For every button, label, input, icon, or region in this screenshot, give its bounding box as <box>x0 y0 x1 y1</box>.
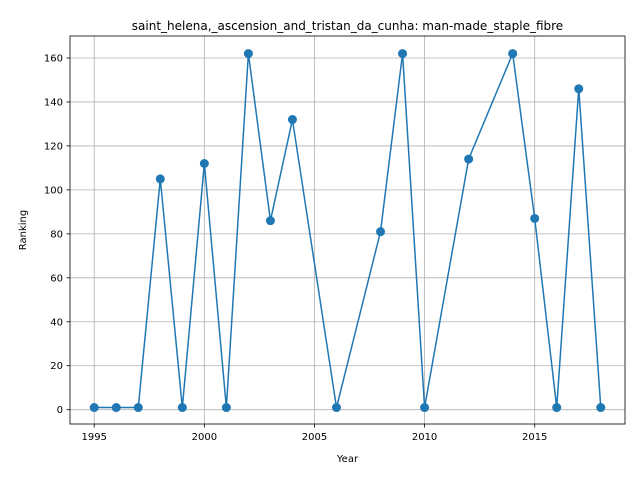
data-point <box>287 115 297 125</box>
x-tick-label: 2015 <box>522 432 547 443</box>
data-point <box>552 403 562 413</box>
x-tick-label: 2000 <box>192 432 217 443</box>
chart-title: saint_helena,_ascension_and_tristan_da_c… <box>132 19 563 33</box>
axes-frame <box>69 35 626 425</box>
data-point <box>221 403 231 413</box>
gridlines <box>70 36 625 424</box>
x-tick-label: 2010 <box>412 432 437 443</box>
axis-ticks: 1995 2000 2005 2010 2015 0 20 40 60 80 100 120 140 16… <box>44 53 548 443</box>
y-tick-label: 140 <box>44 97 63 108</box>
y-axis-label: Ranking <box>18 210 29 250</box>
data-point <box>177 403 187 413</box>
y-tick-label: 0 <box>57 405 63 416</box>
data-point <box>111 403 121 413</box>
x-axis-label: Year <box>336 454 359 465</box>
data-point <box>199 159 209 169</box>
y-tick-label: 160 <box>44 53 63 64</box>
y-tick-label: 80 <box>50 229 63 240</box>
data-point <box>596 403 606 413</box>
series-line <box>94 52 602 409</box>
y-tick-label: 20 <box>50 361 63 372</box>
data-point <box>89 403 99 413</box>
data-point <box>133 403 143 413</box>
data-point <box>265 216 275 226</box>
data-point <box>508 49 518 59</box>
y-tick-label: 60 <box>50 273 63 284</box>
data-point <box>574 84 584 94</box>
data-point <box>243 49 253 59</box>
data-point <box>530 213 540 223</box>
data-point <box>331 403 341 413</box>
y-tick-label: 120 <box>44 141 63 152</box>
data-point <box>398 49 408 59</box>
data-point <box>155 174 165 184</box>
data-point <box>376 227 386 237</box>
x-tick-label: 1995 <box>81 432 106 443</box>
data-series <box>89 49 606 413</box>
data-point <box>464 154 474 164</box>
data-point <box>420 403 430 413</box>
y-tick-label: 100 <box>44 185 63 196</box>
y-tick-label: 40 <box>50 317 63 328</box>
x-tick-label: 2005 <box>302 432 327 443</box>
